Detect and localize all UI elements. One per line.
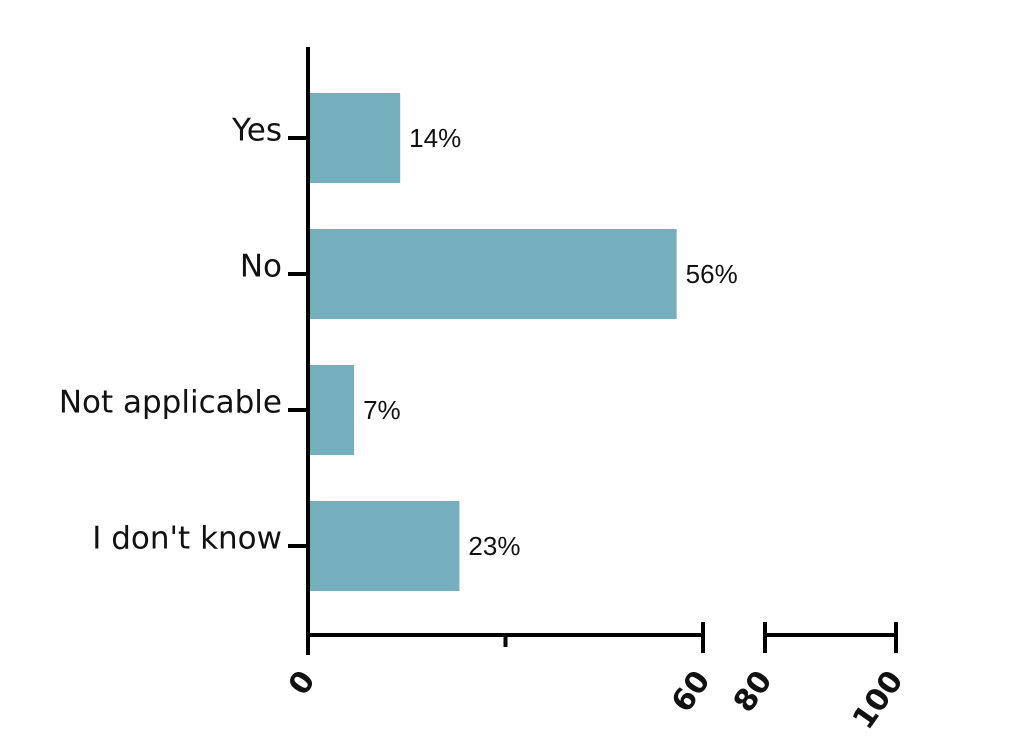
x-tick-label: 60	[665, 665, 718, 719]
y-tick-label: Yes	[231, 113, 282, 149]
value-label: 56%	[686, 259, 738, 289]
bar	[310, 501, 460, 591]
y-tick-label: No	[240, 249, 282, 285]
y-tick-label: I don't know	[92, 521, 282, 557]
x-tick-label: 80	[727, 665, 780, 719]
y-tick-label: Not applicable	[59, 385, 282, 421]
bar	[310, 365, 355, 455]
x-tick-label: 100	[846, 665, 911, 736]
value-label: 7%	[363, 395, 401, 425]
x-tick-label: 0	[282, 665, 323, 702]
value-label: 14%	[409, 123, 461, 153]
bar	[310, 229, 677, 319]
bar	[310, 93, 401, 183]
value-label: 23%	[468, 531, 520, 561]
